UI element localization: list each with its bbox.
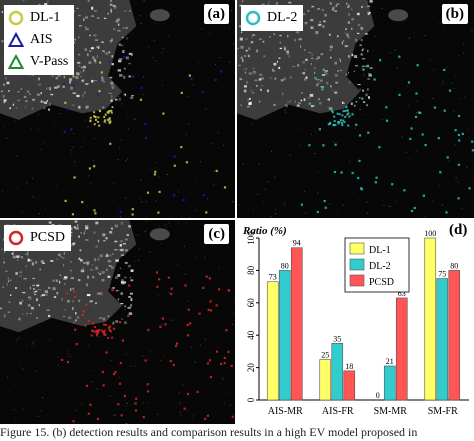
legend-label: DL-2: [267, 10, 298, 25]
legend-label: DL-1: [369, 245, 391, 256]
data-label: 100: [424, 229, 436, 238]
data-label: 94: [293, 239, 301, 248]
bar: [331, 343, 344, 401]
bar: [383, 365, 396, 401]
y-tick-label: 60: [246, 298, 256, 308]
data-label: 75: [438, 270, 446, 279]
panel-c: PCSD (c): [0, 220, 235, 424]
data-label: 25: [321, 351, 329, 360]
bar: [278, 270, 291, 401]
panel-letter-d: (d): [449, 222, 467, 238]
x-tick-label: AIS-FR: [322, 406, 354, 417]
legend-c: PCSD: [4, 225, 72, 251]
legend-label: PCSD: [30, 230, 66, 245]
legend-b: DL-2: [241, 5, 304, 31]
cyan-circle-icon: [245, 10, 261, 26]
data-label: 35: [333, 334, 341, 343]
x-tick-label: SM-MR: [374, 406, 408, 417]
bar: [266, 281, 279, 401]
y-axis-label: Ratio (%): [242, 225, 287, 237]
bar: [290, 247, 303, 401]
bar: [424, 237, 437, 401]
y-tick-label: 0: [246, 397, 256, 402]
legend-swatch: [349, 258, 365, 271]
bar: [319, 359, 332, 401]
data-label: 73: [269, 273, 277, 282]
legend-entry-vpass: V-Pass: [8, 51, 68, 73]
red-circle-icon: [8, 230, 24, 246]
figure-caption: Figure 15. (b) detection results and com…: [0, 425, 418, 439]
blue-triangle-icon: [8, 32, 24, 47]
y-tick-label: 40: [246, 330, 256, 340]
legend-label: PCSD: [369, 277, 394, 288]
legend-a: DL-1 AIS V-Pass: [4, 5, 75, 75]
bar-chart: Ratio (%) (d) 0 20 40 60 80 100 73 80 94 AIS-MR 25…: [237, 220, 474, 424]
legend-entry-dl2: DL-2: [245, 7, 297, 29]
data-label: 21: [386, 357, 394, 366]
panel-b: DL-2 (b): [237, 0, 474, 218]
legend-swatch: [349, 274, 365, 287]
sar-image-b: [237, 0, 474, 218]
legend-label: V-Pass: [30, 54, 69, 69]
green-triangle-icon: [8, 54, 24, 69]
legend-label: DL-2: [369, 261, 391, 272]
panel-letter-a: (a): [203, 4, 229, 24]
bar: [395, 297, 408, 401]
y-tick-label: 80: [246, 265, 256, 275]
legend-entry-ais: AIS: [8, 29, 68, 51]
y-tick-label: 20: [246, 363, 256, 373]
yellow-circle-icon: [8, 10, 24, 26]
data-label: 63: [398, 289, 406, 298]
data-label: 80: [281, 261, 289, 270]
legend-entry-dl1: DL-1: [8, 7, 68, 29]
bar: [436, 278, 449, 401]
data-label: 18: [345, 362, 353, 371]
x-tick-label: SM-FR: [428, 406, 458, 417]
legend-entry-pcsd: PCSD: [8, 227, 65, 249]
y-tick-label: 100: [246, 231, 256, 245]
x-tick-label: AIS-MR: [268, 406, 303, 417]
panel-letter-b: (b): [441, 4, 468, 24]
bar: [448, 270, 461, 401]
legend-label: DL-1: [30, 10, 61, 25]
data-label: 0: [376, 391, 380, 400]
chart-legend: DL-1 DL-2 PCSD: [344, 237, 410, 293]
bar: [343, 370, 356, 401]
panel-letter-c: (c): [204, 224, 229, 244]
panel-a: DL-1 AIS V-Pass (a): [0, 0, 235, 218]
legend-label: AIS: [30, 32, 53, 47]
data-label: 80: [450, 261, 458, 270]
legend-swatch: [349, 242, 365, 255]
